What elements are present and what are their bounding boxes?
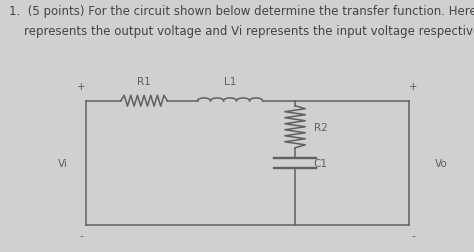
Text: +: +: [77, 81, 86, 91]
Text: R2: R2: [314, 122, 328, 132]
Text: Vo: Vo: [435, 158, 448, 168]
Text: 1.  (5 points) For the circuit shown below determine the transfer function. Here: 1. (5 points) For the circuit shown belo…: [9, 5, 474, 18]
Text: Vi: Vi: [58, 158, 68, 168]
Text: C1: C1: [314, 158, 328, 168]
Text: -: -: [411, 230, 415, 240]
Text: +: +: [409, 81, 418, 91]
Text: -: -: [80, 230, 83, 240]
Text: L1: L1: [224, 77, 236, 86]
Text: R1: R1: [137, 77, 151, 86]
Text: represents the output voltage and Vi represents the input voltage respectively.: represents the output voltage and Vi rep…: [9, 25, 474, 38]
